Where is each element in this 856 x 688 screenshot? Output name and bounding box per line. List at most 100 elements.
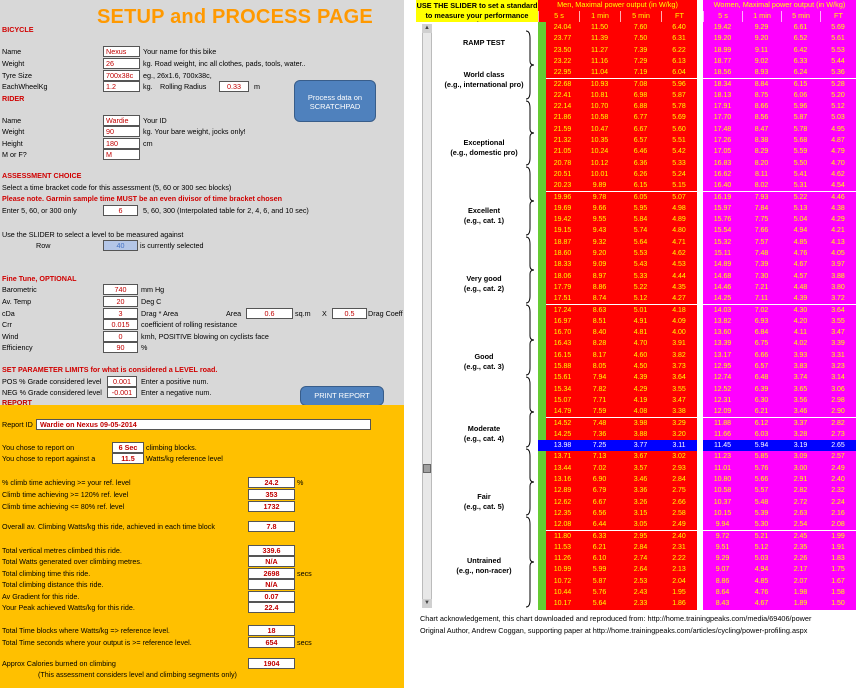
women-power-cell: 5.03: [820, 112, 856, 124]
men-power-cell: 6.15: [620, 180, 661, 192]
men-power-cell: 9.20: [579, 248, 620, 260]
drag-coeff-input[interactable]: 0.5: [332, 308, 367, 319]
brace-icon: [525, 516, 535, 608]
tyre-size-input[interactable]: 700x38c: [103, 70, 140, 81]
pos-grade-label: POS % Grade considered level: [2, 377, 102, 386]
scratchpad-button[interactable]: Process data on SCRATCHPAD: [294, 80, 376, 122]
women-power-cell: 5.13: [781, 202, 820, 215]
women-power-cell: 6.15: [781, 78, 820, 90]
men-power-cell: 10.81: [579, 89, 620, 102]
area-input[interactable]: 0.6: [246, 308, 293, 319]
women-power-cell: 2.24: [820, 496, 856, 508]
slider-up-arrow-icon[interactable]: ▲: [422, 24, 432, 33]
rider-sex-input[interactable]: M: [103, 149, 140, 160]
men-power-cell: 2.31: [661, 541, 697, 554]
bicycle-heading: BICYCLE: [2, 25, 34, 34]
women-power-cell: 6.84: [742, 327, 781, 339]
women-power-cell: 17.70: [703, 112, 742, 124]
women-power-cell: 2.72: [781, 496, 820, 508]
report-block-label: Total Time blocks where Watts/kg => refe…: [2, 626, 170, 635]
women-power-cell: 3.47: [820, 327, 856, 339]
times-label: X: [322, 309, 327, 318]
women-power-cell: 5.76: [742, 462, 781, 474]
wind-input[interactable]: 0: [103, 331, 138, 342]
report-id-value: Wardie on Nexus 09-05-2014: [36, 419, 371, 430]
overall-label: Overall av. Climbing Watts/kg this ride,…: [2, 522, 215, 531]
women-power-cell: 4.67: [742, 598, 781, 610]
women-power-cell: 8.47: [742, 123, 781, 135]
cda-input[interactable]: 3: [103, 308, 138, 319]
men-power-cell: 2.95: [620, 530, 661, 542]
women-power-cell: 4.46: [820, 191, 856, 203]
against-value: 11.5: [112, 453, 144, 464]
men-power-cell: 13.16: [546, 474, 579, 486]
men-power-cell: 4.29: [620, 383, 661, 395]
men-power-cell: 2.43: [620, 587, 661, 599]
women-power-cell: 3.56: [781, 394, 820, 407]
brace-icon: [525, 236, 535, 304]
men-power-cell: 8.05: [579, 361, 620, 373]
women-power-cell: 7.84: [742, 202, 781, 215]
women-power-cell: 5.39: [742, 507, 781, 520]
men-power-cell: 2.84: [620, 541, 661, 554]
women-power-cell: 3.65: [781, 383, 820, 395]
crr-input[interactable]: 0.015: [103, 319, 138, 330]
wheel-kg-unit: kg.: [143, 82, 153, 91]
men-power-cell: 10.93: [579, 78, 620, 90]
time-bracket-input[interactable]: 6: [103, 205, 138, 216]
men-power-cell: 4.91: [620, 315, 661, 328]
men-power-cell: 3.88: [620, 428, 661, 441]
rolling-radius-input[interactable]: 0.33: [219, 81, 249, 92]
bike-name-input[interactable]: Nexus: [103, 46, 140, 57]
brace-icon: [525, 304, 535, 376]
level-example: (e.g., domestic pro): [450, 148, 518, 157]
bike-weight-input[interactable]: 26: [103, 58, 140, 69]
pos-grade-input[interactable]: 0.001: [107, 376, 137, 387]
women-power-cell: 5.48: [742, 496, 781, 508]
slider-track[interactable]: [422, 24, 432, 608]
men-power-cell: 14.52: [546, 417, 579, 429]
neg-grade-input[interactable]: -0.001: [107, 387, 137, 398]
men-power-cell: 10.12: [579, 157, 620, 169]
women-power-cell: 18.34: [703, 78, 742, 90]
women-power-cell: 15.97: [703, 202, 742, 215]
men-power-cell: 8.63: [579, 304, 620, 316]
women-power-cell: 5.28: [820, 78, 856, 90]
temp-input[interactable]: 20: [103, 296, 138, 307]
men-power-cell: 2.66: [661, 496, 697, 508]
men-power-cell: 3.98: [620, 417, 661, 429]
men-power-cell: 2.64: [620, 564, 661, 576]
barometric-input[interactable]: 740: [103, 284, 138, 295]
rider-weight-input[interactable]: 90: [103, 126, 140, 137]
women-power-cell: 1.83: [820, 553, 856, 565]
wheel-kg-input[interactable]: 1.2: [103, 81, 140, 92]
men-power-cell: 9.66: [579, 202, 620, 215]
women-power-cell: 17.48: [703, 123, 742, 135]
women-power-cell: 4.39: [781, 293, 820, 305]
men-power-cell: 7.29: [620, 55, 661, 68]
men-power-cell: 12.89: [546, 485, 579, 497]
slider-down-arrow-icon[interactable]: ▼: [422, 599, 432, 608]
men-power-cell: 5.33: [620, 270, 661, 282]
women-power-cell: 7.39: [742, 259, 781, 271]
slider-thumb[interactable]: [423, 463, 431, 473]
women-power-cell: 2.90: [820, 406, 856, 418]
calories-note: (This assessment considers level and cli…: [38, 670, 237, 679]
print-report-button[interactable]: PRINT REPORT: [300, 386, 384, 406]
efficiency-input[interactable]: 90: [103, 342, 138, 353]
women-power-cell: 8.86: [703, 575, 742, 587]
men-power-cell: 7.08: [620, 78, 661, 90]
men-col-header: 5 min: [620, 11, 661, 22]
bike-weight-hint: kg. Road weight, inc all clothes, pads, …: [143, 59, 306, 68]
rider-name-input[interactable]: Wardie: [103, 115, 140, 126]
women-power-cell: 5.31: [781, 180, 820, 192]
men-power-cell: 11.27: [579, 44, 620, 56]
women-power-cell: 17.26: [703, 135, 742, 147]
men-power-cell: 18.06: [546, 270, 579, 282]
women-power-cell: 12.31: [703, 394, 742, 407]
report-total-value: 339.6: [248, 545, 295, 556]
men-power-cell: 3.77: [620, 440, 661, 452]
men-power-cell: 9.78: [579, 191, 620, 203]
men-power-cell: 8.28: [579, 338, 620, 350]
rider-height-input[interactable]: 180: [103, 138, 140, 149]
